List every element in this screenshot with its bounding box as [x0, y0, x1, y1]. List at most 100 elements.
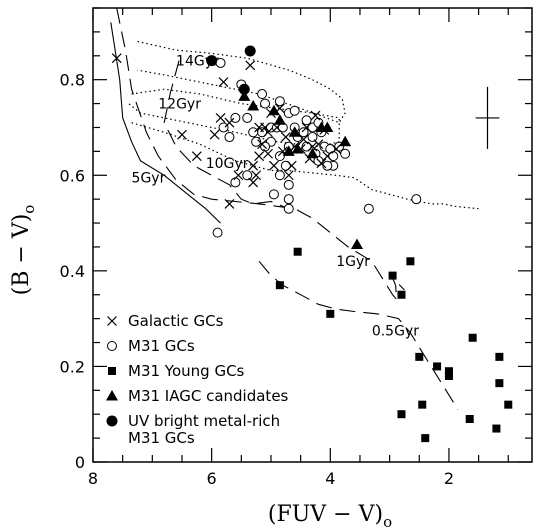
isochrone-label: 10Gyr — [206, 156, 249, 172]
cross-point — [307, 141, 318, 152]
filled-triangle-point — [267, 104, 280, 116]
cross-stroke — [257, 139, 267, 150]
cross-stroke — [233, 170, 244, 181]
open-circle-point — [274, 170, 285, 181]
cross-point — [177, 129, 187, 140]
cross-stroke — [209, 129, 220, 140]
open-circle-point — [280, 160, 291, 171]
y-tick-label: 0.4 — [60, 262, 85, 281]
filled-square-point — [465, 414, 474, 423]
open-circle-point — [242, 112, 253, 123]
legend-open-circle-marker — [107, 341, 117, 351]
legend: Galactic GCs M31 GCs M31 Young GCs M31 IAGC… — [106, 312, 289, 447]
open-circle-point — [230, 112, 241, 123]
legend-label: M31 GCs — [128, 337, 195, 355]
open-circle-point — [301, 115, 312, 126]
cross-point — [301, 122, 312, 133]
filled-square-point — [504, 400, 513, 409]
cross-stroke — [224, 117, 235, 128]
cross-point — [283, 170, 294, 181]
cross-stroke — [301, 122, 312, 133]
cross-point — [224, 199, 235, 209]
isochrone-label: 0.5Gyr — [372, 323, 419, 339]
legend-label-continued: M31 GCs — [128, 429, 195, 447]
legend-label: UV bright metal-rich — [128, 412, 280, 430]
series-filled-triangle — [238, 90, 363, 250]
cross-point — [257, 139, 267, 150]
legend-filled-triangle-marker — [106, 390, 118, 401]
filled-triangle-point — [350, 238, 363, 250]
filled-square-point — [495, 379, 504, 388]
open-circle-point — [283, 179, 294, 190]
y-tick-label: 0.2 — [60, 357, 85, 376]
cross-point — [260, 122, 270, 133]
legend-cross-marker — [107, 316, 117, 326]
cross-stroke — [224, 199, 235, 209]
open-circle-point — [283, 194, 294, 205]
cross-point — [248, 177, 259, 188]
cross-stroke — [248, 177, 259, 188]
cross-stroke — [310, 110, 321, 121]
y-axis-title: (B − V)o — [9, 205, 38, 296]
data-points — [111, 45, 513, 443]
open-circle-point — [260, 98, 271, 109]
filled-square-point — [275, 281, 284, 290]
x-tick-label: 8 — [88, 469, 98, 488]
cross-stroke — [277, 146, 288, 157]
isochrone-label: 12Gyr — [158, 96, 201, 112]
filled-circle-point — [238, 83, 250, 95]
x-tick-label: 4 — [325, 469, 335, 488]
open-circle-point — [212, 227, 223, 238]
open-circle-point — [411, 194, 422, 205]
open-circle-point — [257, 89, 268, 100]
legend-filled-square-marker — [108, 367, 116, 375]
cross-point — [245, 60, 256, 71]
filled-square-point — [415, 352, 424, 361]
cross-stroke — [286, 160, 297, 171]
series-filled-square — [275, 247, 513, 443]
series-filled-circle — [206, 45, 256, 95]
axis-tick-labels: 8 6 4 2 0 0.2 0.4 0.6 0.8 — [60, 71, 454, 488]
axis-ticks — [92, 7, 532, 463]
open-circle-point — [298, 127, 309, 138]
filled-square-point — [495, 352, 504, 361]
legend-label: M31 IAGC candidates — [128, 387, 289, 405]
cross-point — [316, 158, 327, 169]
open-circle-point — [322, 160, 333, 171]
cross-point — [331, 144, 342, 154]
cross-stroke — [280, 132, 291, 142]
cross-point — [224, 117, 235, 128]
cross-stroke — [331, 144, 342, 154]
open-circle-point — [218, 122, 229, 133]
filled-square-point — [406, 257, 415, 266]
cross-stroke — [316, 158, 327, 169]
x-axis-title: (FUV − V)o — [268, 502, 392, 529]
legend-label: M31 Young GCs — [128, 362, 245, 380]
cross-stroke — [107, 316, 117, 326]
cross-point — [191, 151, 202, 162]
cross-point — [209, 129, 220, 140]
open-circle-point — [274, 96, 285, 107]
isochrone-label: 14Gyr — [176, 53, 219, 69]
filled-square-point — [444, 371, 453, 380]
filled-square-point — [388, 271, 397, 280]
filled-square-point — [397, 410, 406, 419]
cross-stroke — [215, 112, 226, 123]
cross-stroke — [269, 160, 279, 171]
open-circle-point — [307, 132, 318, 143]
error-bar — [475, 86, 500, 149]
cross-stroke — [191, 151, 202, 162]
filled-circle-point — [206, 55, 218, 67]
isochrone-label: 1Gyr — [336, 254, 370, 270]
cross-stroke — [263, 148, 273, 159]
open-circle-point — [274, 151, 285, 162]
y-axis-title-main: (B − V) — [9, 214, 34, 296]
open-circle-point — [251, 136, 262, 147]
cross-point — [218, 77, 229, 87]
filled-square-point — [468, 333, 477, 342]
open-circle-point — [248, 127, 259, 138]
cross-point — [251, 170, 262, 181]
cross-stroke — [111, 53, 122, 64]
cross-point — [263, 127, 273, 138]
filled-triangle-point — [273, 114, 286, 125]
